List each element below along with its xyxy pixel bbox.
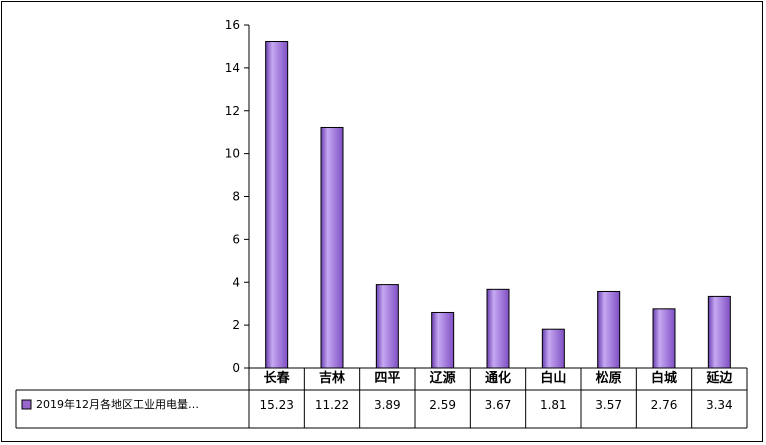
category-label: 延边 <box>705 370 733 386</box>
bar-白城 <box>652 308 676 369</box>
y-tick-label: 12 <box>225 104 240 118</box>
data-table-value: 2.76 <box>651 398 678 412</box>
bar-延边 <box>707 295 731 369</box>
data-table-value: 3.89 <box>374 398 401 412</box>
bar-吉林 <box>320 126 344 369</box>
bar-series <box>265 41 731 369</box>
y-tick-label: 6 <box>232 232 240 246</box>
data-table-value: 2.59 <box>429 398 456 412</box>
y-tick-label: 2 <box>232 318 240 332</box>
bar-白山 <box>541 328 565 369</box>
category-label: 四平 <box>374 371 400 386</box>
category-label: 吉林 <box>319 370 345 386</box>
y-tick-label: 16 <box>225 18 240 32</box>
data-table-value: 1.81 <box>540 398 567 412</box>
y-tick-label: 4 <box>232 275 240 289</box>
data-table-value: 3.67 <box>485 398 512 412</box>
bar-辽源 <box>431 311 455 369</box>
y-tick-label: 10 <box>225 147 240 161</box>
y-tick-label: 14 <box>225 61 240 75</box>
category-label: 通化 <box>485 370 511 386</box>
bar-长春 <box>265 41 289 369</box>
data-table-value: 15.23 <box>259 398 293 412</box>
category-label: 松原 <box>596 370 622 386</box>
bar-松原 <box>597 290 621 369</box>
data-table-value: 11.22 <box>315 398 349 412</box>
legend-series-name: 2019年12月各地区工业用电量… <box>36 397 199 411</box>
category-label: 白山 <box>540 370 566 386</box>
y-tick-label: 8 <box>232 190 240 204</box>
bar-四平 <box>375 284 399 369</box>
category-label: 白城 <box>651 370 677 386</box>
legend-swatch <box>21 399 32 410</box>
bar-通化 <box>486 288 510 369</box>
data-table-value: 3.57 <box>595 398 622 412</box>
data-table-value: 3.34 <box>706 398 733 412</box>
category-label: 长春 <box>264 370 291 386</box>
category-label: 辽源 <box>430 370 456 386</box>
data-table: 长春 吉林 四平 辽源 通化 白山 松原 白城 延边 15.23 11.22 3.89 2.59 3.67… <box>15 368 748 429</box>
y-tick-label: 0 <box>232 361 240 375</box>
